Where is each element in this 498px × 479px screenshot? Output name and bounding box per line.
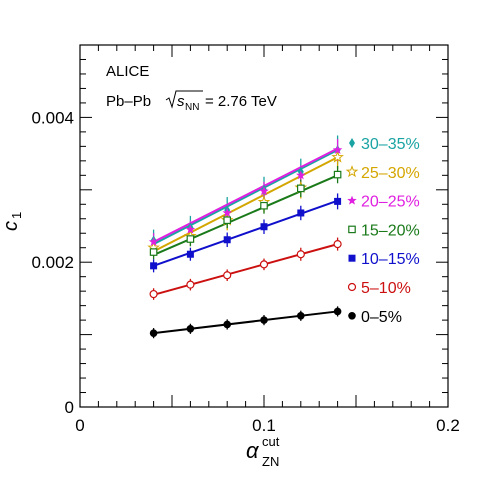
data-point [149, 248, 158, 256]
collision-label: Pb–Pb s NN = 2.76 TeV [106, 90, 277, 113]
legend-marker [349, 138, 355, 148]
experiment-label: ALICE [106, 63, 149, 80]
y-tick-label: 0.002 [31, 253, 74, 272]
legend-label: 15–20% [361, 222, 420, 239]
legend-label: 20–25% [361, 194, 420, 211]
data-point [334, 197, 342, 205]
energy-symbol: s [177, 93, 185, 110]
data-point [186, 325, 195, 333]
y-axis-label-base: c [0, 221, 22, 231]
data-point [223, 271, 232, 280]
x-axis-label-base: α [246, 438, 260, 463]
x-axis-label-sup: cut [262, 434, 280, 449]
legend-label: 10–15% [361, 251, 420, 268]
fit-line [153, 147, 339, 243]
data-point [223, 236, 231, 244]
legend-label: 5–10% [361, 280, 411, 297]
legend-item: 0–5% [348, 309, 402, 326]
legend-item: 30–35% [349, 136, 420, 153]
fit-line [153, 199, 338, 267]
legend-item: 15–20% [348, 222, 420, 239]
legend-label: 0–5% [361, 309, 402, 326]
fit-line [153, 156, 339, 253]
data-point [186, 280, 195, 289]
data-point [148, 236, 159, 246]
energy-symbol-sub: NN [185, 102, 199, 113]
data-point [223, 320, 231, 329]
axis-tick-labels: 0 0.1 0.2 0 0.002 0.004 [31, 108, 459, 435]
legend: 30–35% 25–30% 20–25% 15–20% 10–15% 5–10% 0–5% [345, 136, 420, 326]
fit-line [153, 243, 338, 296]
legend-label: 30–35% [361, 136, 420, 153]
legend-marker [348, 225, 356, 234]
data-point [297, 311, 305, 320]
data-point [186, 250, 194, 258]
data-point [296, 170, 306, 180]
legend-item: 5–10% [347, 280, 411, 297]
collision-energy: = 2.76 TeV [205, 93, 277, 110]
data-point [260, 316, 268, 324]
fit-line [153, 149, 339, 245]
data-point [297, 184, 305, 193]
data-point [149, 289, 158, 299]
y-tick-label: 0.004 [31, 108, 74, 127]
x-tick-label: 0 [75, 416, 84, 435]
data-point [222, 207, 232, 218]
data-point [333, 170, 342, 179]
x-axis-label: α cut ZN [246, 434, 280, 469]
y-axis-label-sub: 1 [9, 212, 24, 219]
legend-label: 25–30% [361, 165, 420, 182]
legend-marker [347, 195, 357, 205]
data-point [185, 224, 196, 234]
data-point [223, 216, 232, 225]
legend-marker [348, 312, 356, 320]
legend-marker [348, 254, 356, 262]
legend-item: 20–25% [347, 194, 420, 211]
data-point [150, 262, 158, 270]
data-point [332, 144, 343, 155]
data-point [149, 329, 158, 337]
fit-line [153, 310, 338, 335]
data-points [147, 144, 344, 337]
fit-line [153, 174, 338, 256]
y-axis-label: c 1 [0, 212, 24, 231]
data-point [186, 235, 195, 243]
fit-lines [153, 147, 339, 335]
y-tick-label: 0 [65, 398, 74, 417]
data-point [333, 307, 342, 316]
data-point [297, 209, 305, 217]
data-point [296, 250, 305, 259]
legend-marker [345, 165, 359, 178]
x-axis-label-sub: ZN [262, 454, 279, 469]
data-point [259, 260, 269, 269]
legend-item: 25–30% [345, 165, 420, 182]
collision-system: Pb–Pb [106, 93, 151, 110]
legend-marker [347, 282, 357, 292]
data-point [259, 186, 269, 196]
legend-item: 10–15% [348, 251, 420, 268]
axis-ticks [79, 44, 449, 408]
x-tick-label: 0.2 [436, 416, 460, 435]
data-point [333, 240, 342, 249]
data-point [260, 223, 268, 231]
data-point [331, 150, 344, 163]
sqrt-symbol [165, 90, 203, 109]
x-tick-label: 0.1 [252, 416, 276, 435]
data-point [260, 201, 268, 210]
